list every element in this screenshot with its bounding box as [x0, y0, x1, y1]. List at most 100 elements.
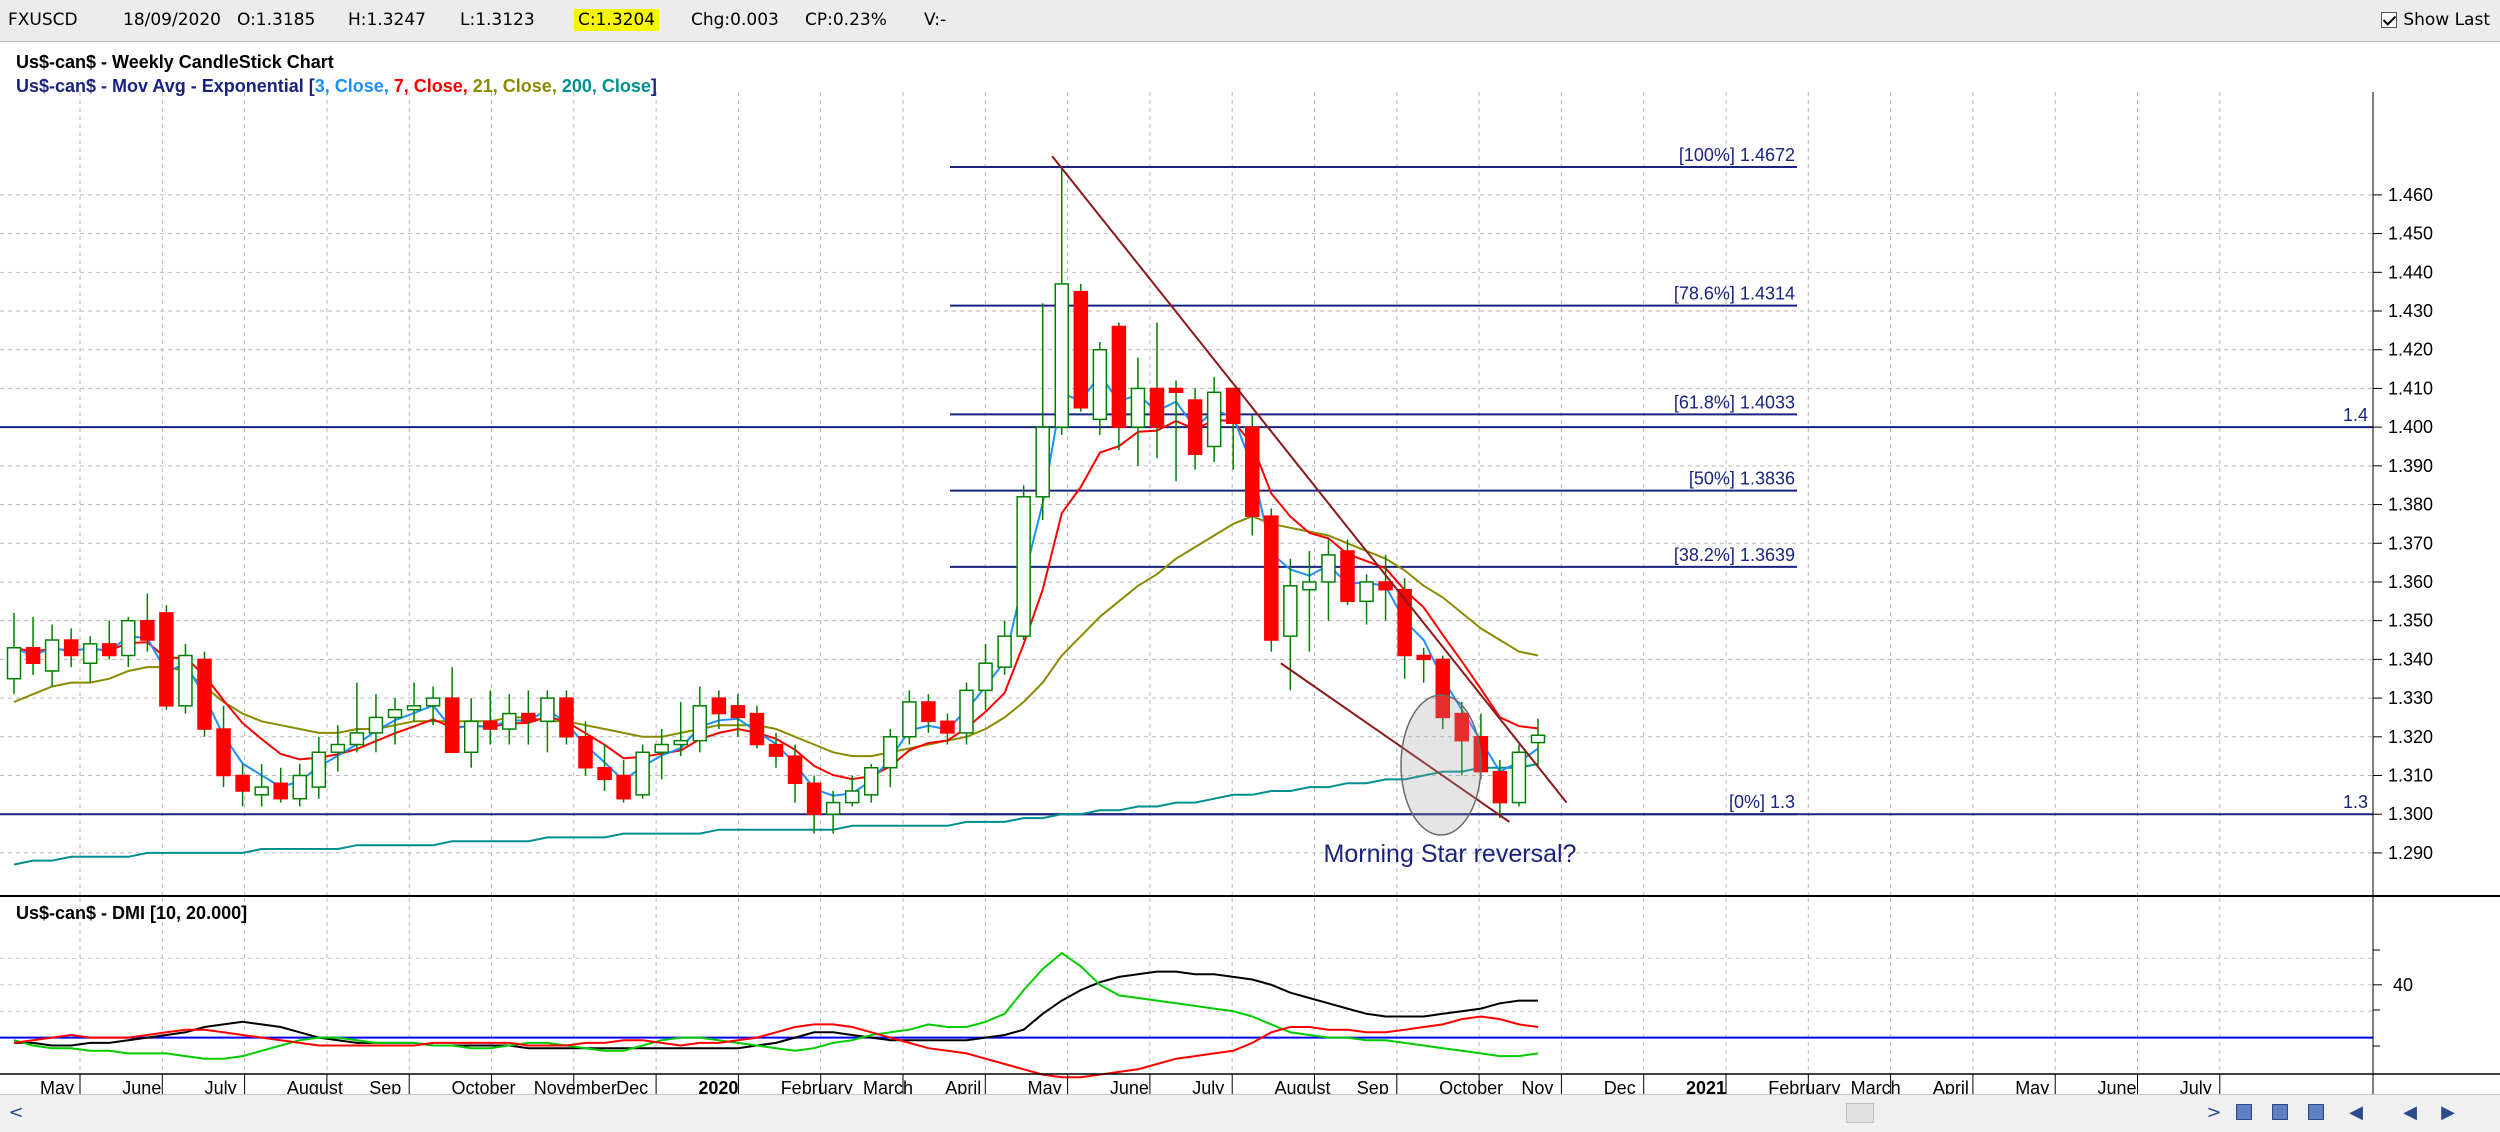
candle[interactable] [1073, 283, 1089, 412]
scroll-right-button[interactable]: > [2206, 1102, 2222, 1123]
candle[interactable] [1511, 744, 1527, 807]
candle[interactable] [1016, 485, 1031, 641]
candle[interactable] [654, 729, 669, 780]
candle[interactable] [1130, 357, 1146, 466]
candle[interactable] [1225, 387, 1241, 470]
candle[interactable] [425, 686, 441, 726]
zoom-out-icon[interactable] [2268, 1101, 2292, 1125]
candle[interactable] [673, 701, 688, 757]
candle[interactable] [44, 624, 60, 687]
candle[interactable] [1245, 415, 1260, 536]
candle[interactable] [1416, 647, 1431, 683]
candle[interactable] [444, 667, 460, 754]
scroll-bar[interactable]: < > ◀ ◀ ▶ [0, 1094, 2500, 1132]
candle[interactable] [616, 760, 631, 803]
candle[interactable] [1149, 322, 1165, 459]
candle[interactable] [1187, 388, 1203, 470]
candle[interactable] [406, 682, 422, 722]
candle[interactable] [6, 612, 22, 695]
candle[interactable] [1206, 376, 1222, 462]
candle[interactable] [864, 763, 879, 803]
candle[interactable] [978, 643, 993, 710]
show-last-toggle[interactable]: Show Last [2381, 9, 2490, 31]
nav-first-button[interactable]: ◀ [2349, 1102, 2363, 1123]
candle[interactable] [940, 713, 955, 745]
candle[interactable] [635, 744, 650, 799]
candle[interactable] [159, 605, 174, 710]
candle[interactable] [540, 690, 555, 753]
candle[interactable] [997, 620, 1012, 675]
candle[interactable] [349, 682, 365, 753]
candle[interactable] [235, 763, 250, 807]
candle[interactable] [1111, 322, 1127, 451]
candle[interactable] [521, 690, 536, 745]
candle[interactable] [1492, 760, 1508, 819]
candle[interactable] [711, 690, 727, 730]
change-percent: CP:0.23% [805, 10, 887, 30]
candle-body [902, 701, 917, 738]
candle[interactable] [559, 690, 574, 745]
candle[interactable] [463, 698, 479, 768]
nav-prev-button[interactable]: ◀ [2403, 1102, 2417, 1123]
candle[interactable] [311, 736, 327, 799]
candle[interactable] [273, 767, 288, 803]
candle[interactable] [121, 616, 136, 668]
candle[interactable] [1378, 554, 1393, 621]
candle[interactable] [1168, 380, 1184, 482]
candle[interactable] [254, 763, 269, 807]
candle[interactable] [197, 651, 212, 737]
candle-body [673, 739, 688, 746]
candle[interactable] [1035, 303, 1050, 521]
candle[interactable] [787, 744, 803, 803]
candle[interactable] [1435, 655, 1450, 730]
candle[interactable] [921, 694, 936, 733]
candle[interactable] [1092, 341, 1108, 435]
candle[interactable] [1454, 701, 1470, 776]
scroll-thumb[interactable] [1846, 1103, 1874, 1123]
candle[interactable] [1397, 578, 1412, 679]
candle[interactable] [330, 725, 346, 772]
candle[interactable] [82, 636, 98, 683]
candle[interactable] [1264, 508, 1279, 652]
candle[interactable] [1302, 550, 1317, 652]
candle[interactable] [368, 694, 384, 753]
candle[interactable] [959, 682, 974, 745]
candle[interactable] [140, 593, 155, 652]
show-last-checkbox[interactable] [2381, 12, 2398, 28]
candle[interactable] [387, 698, 403, 745]
candle[interactable] [216, 705, 231, 788]
candle[interactable] [1054, 167, 1069, 435]
candle[interactable] [844, 775, 860, 807]
candle[interactable] [902, 690, 917, 745]
candle[interactable] [1283, 558, 1298, 691]
candle[interactable] [730, 694, 746, 737]
candle[interactable] [1321, 539, 1336, 621]
candle[interactable] [578, 721, 593, 776]
nav-next-button[interactable]: ▶ [2441, 1102, 2455, 1123]
month-label: July [205, 1078, 237, 1094]
candle[interactable] [768, 732, 784, 768]
candle-body [883, 736, 898, 769]
candle[interactable] [597, 744, 612, 791]
candle[interactable] [749, 705, 765, 749]
candle[interactable] [825, 790, 841, 834]
zoom-fit-icon[interactable] [2304, 1101, 2328, 1125]
candle[interactable] [1359, 574, 1374, 625]
candle[interactable] [25, 616, 41, 675]
candle[interactable] [483, 690, 498, 745]
candle[interactable] [883, 729, 898, 788]
candle[interactable] [1340, 539, 1355, 606]
chart-area[interactable]: [100%] 1.4672 [78.6%] 1.4314 [61.8%] 1.403… [0, 42, 2500, 1094]
zoom-in-icon[interactable] [2232, 1101, 2256, 1125]
candle[interactable] [692, 686, 708, 753]
scroll-left-button[interactable]: < [8, 1102, 24, 1123]
candle[interactable] [502, 694, 517, 745]
candle[interactable] [1530, 718, 1546, 767]
candle[interactable] [806, 775, 822, 834]
candles[interactable] [6, 167, 1546, 834]
price-tick-label: 1.390 [2388, 456, 2433, 476]
candle[interactable] [292, 763, 307, 807]
candle[interactable] [63, 628, 79, 668]
candle[interactable] [102, 620, 117, 660]
candle[interactable] [178, 643, 193, 714]
